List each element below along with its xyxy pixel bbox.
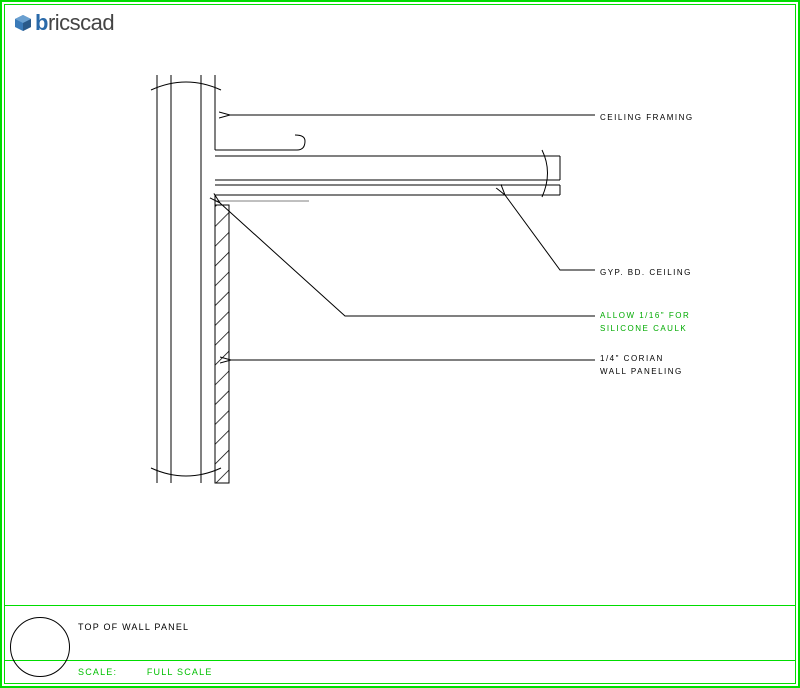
footer-circle bbox=[10, 617, 70, 677]
footer-title: TOP OF WALL PANEL bbox=[78, 622, 189, 632]
scale-label: SCALE: bbox=[78, 667, 117, 677]
label-ceiling-framing: CEILING FRAMING bbox=[600, 112, 694, 125]
label-gyp-bd: GYP. BD. CEILING bbox=[600, 267, 692, 280]
footer-scale: SCALE: FULL SCALE bbox=[78, 667, 213, 677]
logo-icon bbox=[14, 12, 32, 30]
footer-divider-2 bbox=[5, 660, 795, 661]
footer-divider-1 bbox=[5, 605, 795, 606]
logo-letter-b: b bbox=[35, 10, 48, 35]
label-allow-caulk: ALLOW 1/16" FOR SILICONE CAULK bbox=[600, 310, 690, 336]
label-corian-panel: 1/4" CORIAN WALL PANELING bbox=[600, 353, 683, 379]
drawing-title: TOP OF WALL PANEL bbox=[78, 622, 189, 632]
logo-rest: ricscad bbox=[48, 10, 114, 35]
app-logo: bricscad bbox=[14, 10, 114, 36]
scale-value: FULL SCALE bbox=[147, 667, 213, 677]
